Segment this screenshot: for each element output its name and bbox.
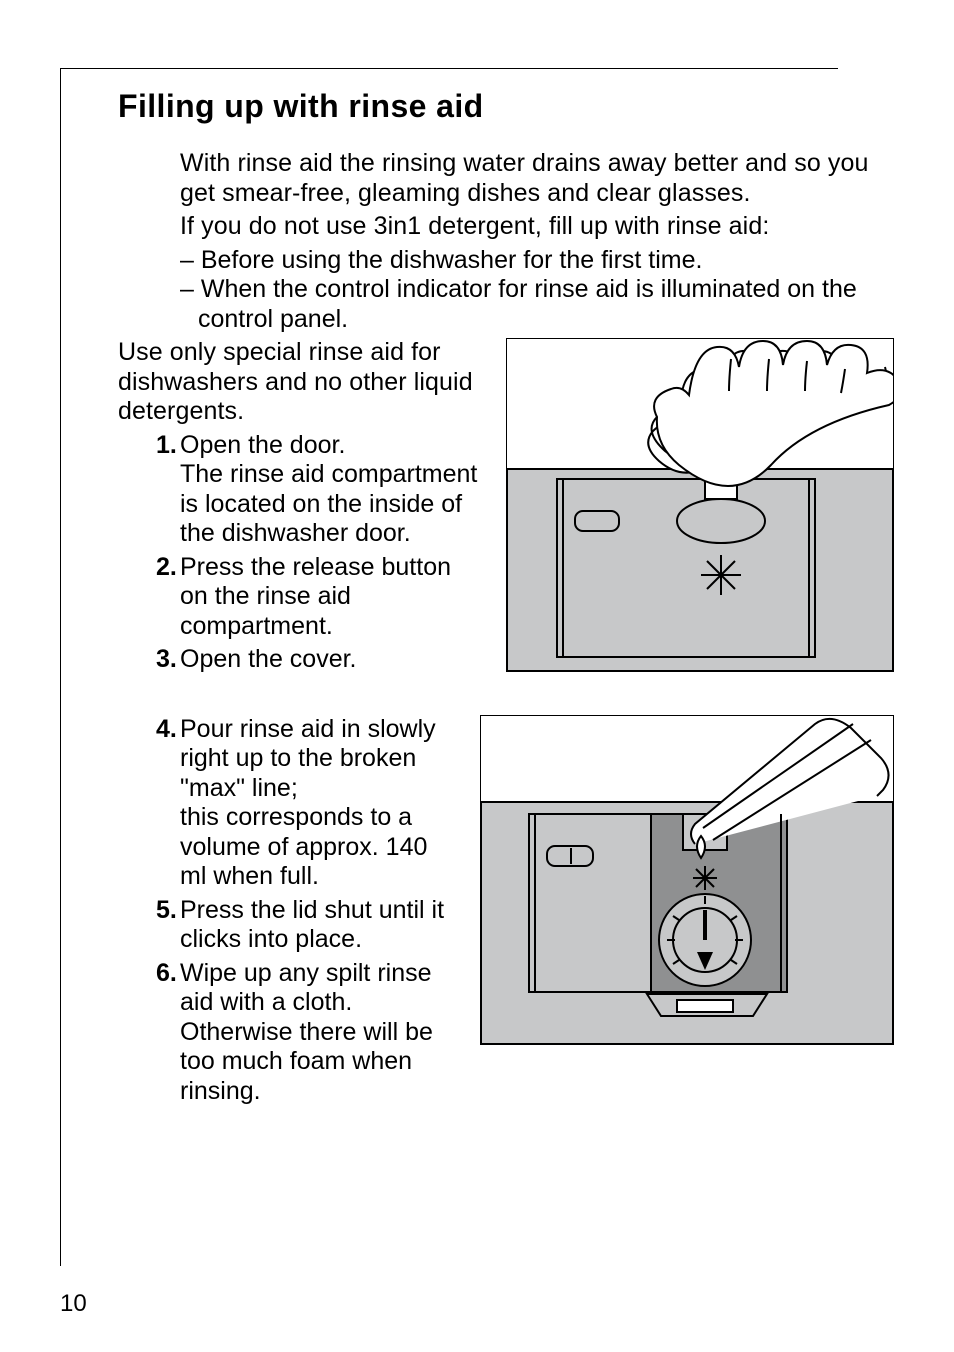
step-1-extra: The rinse aid compartment is located on …: [180, 460, 477, 547]
block-a-text: Use only special rinse aid for dishwashe…: [118, 338, 484, 679]
figure-a-press-button-icon: [506, 338, 894, 672]
page: Filling up with rinse aid With rinse aid…: [0, 0, 954, 1352]
step-5: 5. Press the lid shut until it clicks in…: [156, 896, 458, 955]
page-number: 10: [60, 1290, 87, 1318]
intro-paragraph-2: If you do not use 3in1 detergent, fill u…: [180, 212, 894, 242]
intro-paragraph-1: With rinse aid the rinsing water drains …: [180, 149, 894, 208]
step-3: 3. Open the cover.: [156, 645, 484, 675]
intro-bullet-list: – Before using the dishwasher for the fi…: [180, 246, 894, 335]
step-text: Open the door. The rinse aid compartment…: [180, 431, 484, 549]
step-1: 1. Open the door. The rinse aid compartm…: [156, 431, 484, 549]
figure-a-wrapper: [506, 338, 894, 672]
step-text: Pour rinse aid in slowly right up to the…: [180, 715, 458, 892]
figure-b-pour-rinse-aid-icon: [480, 715, 894, 1045]
step-1-main: Open the door.: [180, 431, 345, 459]
step-4-extra: this corresponds to a volume of approx. …: [180, 803, 427, 890]
content-area: Filling up with rinse aid With rinse aid…: [90, 68, 894, 1110]
step-number: 2.: [156, 553, 180, 642]
figure-b-wrapper: [480, 715, 894, 1045]
section-heading: Filling up with rinse aid: [118, 88, 894, 125]
steps-list-a: 1. Open the door. The rinse aid compartm…: [156, 431, 484, 675]
intro-block: With rinse aid the rinsing water drains …: [180, 149, 894, 334]
step-number: 5.: [156, 896, 180, 955]
block-b-text: 4. Pour rinse aid in slowly right up to …: [118, 715, 458, 1111]
step-number: 4.: [156, 715, 180, 892]
step-4-main: Pour rinse aid in slowly right up to the…: [180, 715, 436, 802]
intro-paragraph-3: Use only special rinse aid for dishwashe…: [118, 338, 484, 427]
block-a: Use only special rinse aid for dishwashe…: [118, 338, 894, 679]
step-text: Press the release button on the rinse ai…: [180, 553, 484, 642]
intro-bullet-2: – When the control indicator for rinse a…: [180, 275, 894, 334]
steps-list-b: 4. Pour rinse aid in slowly right up to …: [156, 715, 458, 1107]
step-number: 1.: [156, 431, 180, 549]
step-text: Press the lid shut until it clicks into …: [180, 896, 458, 955]
step-4: 4. Pour rinse aid in slowly right up to …: [156, 715, 458, 892]
step-text: Wipe up any spilt rinse aid with a cloth…: [180, 959, 458, 1107]
step-number: 3.: [156, 645, 180, 675]
step-2: 2. Press the release button on the rinse…: [156, 553, 484, 642]
block-b: 4. Pour rinse aid in slowly right up to …: [118, 715, 894, 1111]
step-6: 6. Wipe up any spilt rinse aid with a cl…: [156, 959, 458, 1107]
step-number: 6.: [156, 959, 180, 1107]
intro-bullet-1: – Before using the dishwasher for the fi…: [180, 246, 894, 276]
step-text: Open the cover.: [180, 645, 484, 675]
